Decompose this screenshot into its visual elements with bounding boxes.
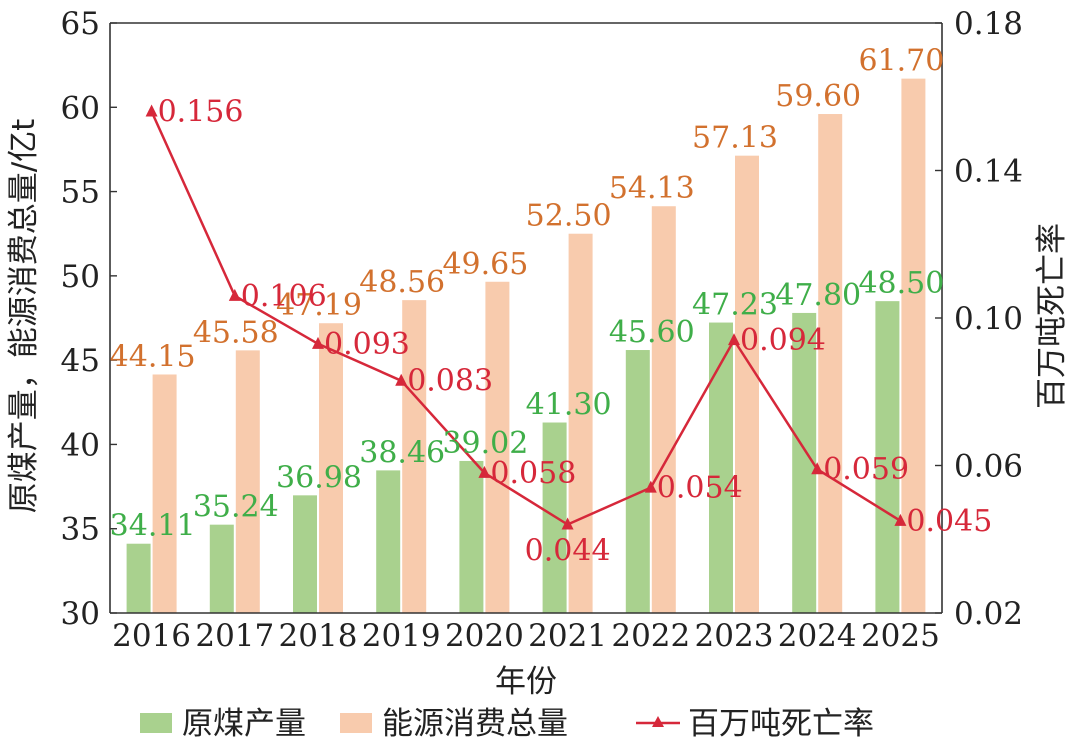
- bar-coal-2022: [625, 350, 650, 613]
- x-tick-label-2021: 2021: [528, 618, 607, 654]
- label-rate-2022: 0.054: [657, 471, 743, 506]
- bar-energy-2019: [402, 300, 427, 613]
- label-energy-2020: 49.65: [442, 247, 528, 282]
- legend-label-coal: 原煤产量: [182, 706, 306, 742]
- rate-marker-2021: [561, 517, 574, 530]
- bar-coal-2025: [875, 301, 900, 613]
- bar-energy-2022: [651, 206, 676, 614]
- y-tick-label-65: 65: [61, 6, 100, 42]
- bar-energy-2018: [319, 323, 343, 613]
- x-tick-label-2018: 2018: [279, 618, 358, 654]
- label-rate-2016: 0.156: [158, 95, 244, 130]
- axes-layer: 30 35 40 45 50 55 60 65 0.02 0.06 0.10 0.14 0.18 2016…: [61, 6, 1023, 654]
- label-energy-2022: 54.13: [609, 171, 695, 206]
- label-coal-2020: 39.02: [442, 426, 528, 461]
- x-tick-label-2025: 2025: [861, 618, 940, 654]
- y-axis-title: 原煤产量，能源消费总量/亿t: [6, 119, 42, 514]
- bar-coal-2017: [209, 524, 234, 613]
- label-energy-2017: 45.58: [193, 315, 279, 350]
- bar-coal-2018: [293, 495, 317, 613]
- label-coal-2025: 48.50: [858, 266, 944, 301]
- bar-coal-2019: [376, 470, 401, 613]
- rate-marker-2025: [894, 513, 907, 526]
- bars-layer: [126, 78, 926, 614]
- rate-marker-2019: [395, 373, 408, 386]
- bar-coal-2023: [709, 322, 733, 613]
- label-energy-2018: 47.19: [276, 288, 362, 323]
- y-tick-label-55: 55: [61, 175, 100, 211]
- bar-coal-2016: [126, 543, 151, 613]
- label-energy-2025: 61.70: [858, 44, 944, 79]
- label-rate-2020: 0.058: [490, 456, 576, 491]
- y2-axis-title: 百万吨死亡率: [1034, 223, 1070, 409]
- y2-tick-label-0.06: 0.06: [954, 449, 1023, 485]
- bar-energy-2020: [485, 281, 510, 613]
- y-tick-label-40: 40: [61, 427, 100, 463]
- rate-line-layer: [145, 104, 907, 530]
- label-coal-2024: 47.80: [775, 278, 861, 313]
- label-rate-2025: 0.045: [906, 504, 992, 539]
- rate-marker-2017: [228, 288, 241, 301]
- label-energy-2016: 44.15: [110, 339, 196, 374]
- legend-swatch-coal: [140, 713, 172, 733]
- y-tick-label-45: 45: [61, 343, 100, 379]
- y-tick-label-60: 60: [61, 90, 100, 126]
- x-tick-label-2024: 2024: [778, 618, 857, 654]
- rate-marker-2018: [312, 336, 324, 349]
- label-rate-2021: 0.044: [525, 534, 611, 569]
- legend-label-rate: 百万吨死亡率: [688, 706, 874, 742]
- x-tick-label-2022: 2022: [611, 618, 690, 654]
- x-tick-label-2020: 2020: [445, 618, 524, 654]
- y-tick-label-50: 50: [61, 259, 100, 295]
- bar-energy-2016: [152, 374, 177, 613]
- rate-marker-2020: [478, 465, 491, 478]
- bar-energy-2023: [735, 155, 759, 613]
- label-coal-2018: 36.98: [276, 460, 362, 495]
- label-energy-2023: 57.13: [692, 121, 778, 156]
- rate-marker-2024: [811, 462, 824, 475]
- x-axis-title: 年份: [495, 664, 557, 700]
- data-labels-layer: 34.11 44.15 35.24 45.58 36.98 47.19 38.46 48.56…: [110, 44, 993, 569]
- label-rate-2024: 0.059: [823, 452, 909, 487]
- label-rate-2019: 0.083: [407, 364, 493, 399]
- label-energy-2021: 52.50: [526, 199, 612, 234]
- label-coal-2022: 45.60: [609, 315, 695, 350]
- label-coal-2021: 41.30: [526, 388, 612, 423]
- legend: 原煤产量 能源消费总量 百万吨死亡率: [140, 706, 874, 742]
- x-tick-label-2017: 2017: [195, 618, 274, 654]
- bar-energy-2021: [568, 233, 593, 613]
- label-coal-2019: 38.46: [359, 435, 445, 470]
- bar-energy-2024: [818, 114, 843, 614]
- label-coal-2016: 34.11: [110, 509, 196, 544]
- x-tick-label-2016: 2016: [112, 618, 191, 654]
- y2-tick-label-0.02: 0.02: [954, 596, 1023, 632]
- y2-tick-label-0.14: 0.14: [954, 154, 1023, 190]
- label-coal-2023: 47.23: [692, 288, 778, 323]
- bar-coal-2020: [459, 460, 484, 613]
- rate-marker-2022: [644, 480, 657, 493]
- x-tick-label-2019: 2019: [362, 618, 441, 654]
- rate-line: [150, 110, 902, 526]
- rate-marker-2016: [145, 104, 158, 117]
- legend-marker-rate: [652, 716, 664, 727]
- label-energy-2024: 59.60: [775, 79, 861, 114]
- y-tick-label-35: 35: [61, 512, 100, 548]
- y2-tick-label-0.10: 0.10: [954, 301, 1023, 337]
- y2-tick-label-0.18: 0.18: [954, 6, 1023, 42]
- label-rate-2023: 0.094: [740, 323, 826, 358]
- label-rate-2018: 0.093: [324, 327, 410, 362]
- legend-label-energy: 能源消费总量: [382, 706, 568, 742]
- label-energy-2019: 48.56: [359, 265, 445, 300]
- bar-energy-2017: [235, 350, 260, 613]
- legend-swatch-energy: [340, 713, 372, 733]
- rate-marker-2023: [728, 333, 740, 346]
- x-tick-label-2023: 2023: [695, 618, 774, 654]
- y-tick-label-30: 30: [61, 596, 100, 632]
- label-coal-2017: 35.24: [193, 490, 279, 525]
- label-rate-2017: 0.106: [241, 279, 327, 314]
